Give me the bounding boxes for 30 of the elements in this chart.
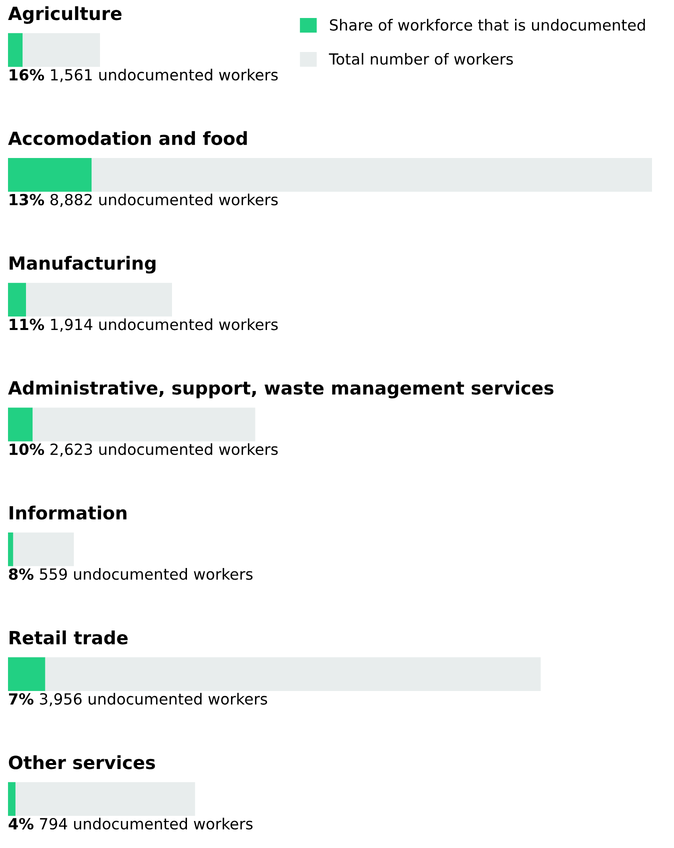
data-label: 11% 1,914 undocumented workers: [10, 318, 278, 332]
bar: [8, 282, 26, 317]
data-label: 16% 1,561 undocumented workers: [10, 68, 278, 82]
bar: [45, 657, 541, 692]
y-tick-label: Information: [10, 506, 126, 520]
bar: [92, 158, 652, 192]
bar: [13, 532, 74, 566]
bar: [8, 657, 46, 692]
bar: [15, 782, 196, 816]
legend-label: Share of workforce that is undocumented: [330, 18, 645, 31]
data-label: 4% 794 undocumented workers: [8, 818, 253, 830]
bar: [8, 532, 14, 566]
data-label: 7% 3,956 undocumented workers: [9, 692, 268, 706]
data-label: 13% 8,882 undocumented workers: [10, 194, 278, 207]
y-tick-label: Administrative, support, waste management services: [8, 380, 554, 398]
bar: [26, 282, 172, 317]
bar: [8, 782, 16, 816]
y-tick-label: Agriculture: [8, 6, 122, 24]
y-tick-label: Accomodation and food: [8, 131, 247, 146]
y-tick-label: Other services: [8, 755, 155, 770]
bar: [8, 33, 23, 67]
y-tick-label: Manufacturing: [10, 256, 156, 274]
legend-label: Total number of workers: [328, 52, 513, 65]
y-tick-label: Retail trade: [10, 630, 128, 644]
bar: [8, 158, 92, 192]
bar: [8, 408, 33, 442]
bar: [22, 33, 100, 67]
data-label: 8% 559 undocumented workers: [8, 568, 253, 580]
bar: [32, 408, 256, 442]
data-label: 10% 2,623 undocumented workers: [10, 443, 278, 457]
